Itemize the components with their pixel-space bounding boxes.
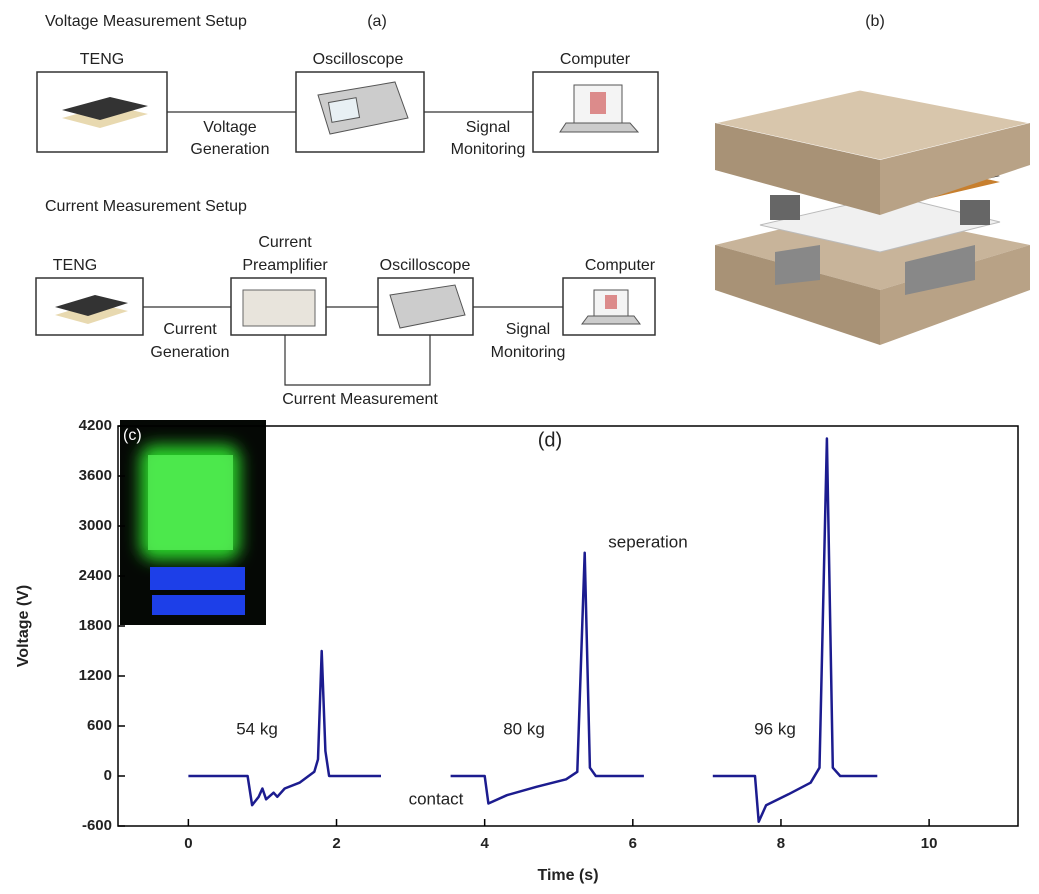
y-tick-label: 0: [104, 767, 112, 784]
edge-label: Generation: [190, 141, 269, 158]
x-tick-label: 4: [480, 835, 489, 852]
y-tick-label: 3000: [79, 517, 112, 534]
edge-label: Generation: [150, 344, 229, 361]
edge-label: Monitoring: [451, 141, 526, 158]
node-label: TENG: [80, 51, 124, 68]
y-tick-label: 1800: [79, 617, 112, 634]
edge-label: Monitoring: [491, 344, 566, 361]
panel-c: (c): [120, 420, 266, 625]
node-label: Computer: [585, 257, 656, 274]
x-axis-label: Time (s): [537, 867, 598, 884]
node-label: Computer: [560, 51, 631, 68]
x-tick-label: 10: [921, 835, 938, 852]
node-label: Oscilloscope: [313, 51, 404, 68]
y-tick-label: 2400: [79, 567, 112, 584]
node-label: Oscilloscope: [380, 257, 471, 274]
setup-title: Current Measurement Setup: [45, 198, 247, 215]
y-tick-label: -600: [82, 817, 112, 834]
edge-label: Current: [163, 321, 217, 338]
y-tick-label: 600: [87, 717, 112, 734]
edge-label: Current Measurement: [282, 391, 438, 408]
panel-label: (d): [538, 429, 562, 451]
edge-label: Signal: [506, 321, 550, 338]
node-label: TENG: [53, 257, 97, 274]
annotation: 54 kg: [236, 719, 278, 738]
panel-label: (a): [367, 13, 387, 30]
connector: [285, 335, 430, 385]
node-label: Preamplifier: [242, 257, 328, 274]
edge-label: Signal: [466, 119, 510, 136]
panel-label: (c): [123, 427, 142, 444]
preamp-icon: [243, 290, 315, 326]
panel-a: Voltage Measurement Setup (a) TENG Oscil…: [36, 13, 658, 408]
x-tick-label: 6: [629, 835, 637, 852]
panel-b: (b): [715, 13, 1030, 345]
annotation: contact: [409, 789, 464, 808]
y-tick-label: 4200: [79, 417, 112, 434]
annotation: 96 kg: [754, 719, 796, 738]
edge-label: Voltage: [203, 119, 256, 136]
y-tick-label: 3600: [79, 467, 112, 484]
x-tick-label: 0: [184, 835, 192, 852]
x-tick-label: 8: [777, 835, 785, 852]
annotation: seperation: [608, 532, 687, 551]
line: [188, 439, 877, 822]
x-tick-label: 2: [332, 835, 340, 852]
panel-label: (b): [865, 13, 885, 30]
y-tick-label: 1200: [79, 667, 112, 684]
node-label: Current: [258, 234, 312, 251]
annotation: 80 kg: [503, 719, 545, 738]
y-axis-label: Voltage (V): [15, 585, 32, 667]
setup-title: Voltage Measurement Setup: [45, 13, 247, 30]
figure: Voltage Measurement Setup (a) TENG Oscil…: [0, 0, 1039, 889]
